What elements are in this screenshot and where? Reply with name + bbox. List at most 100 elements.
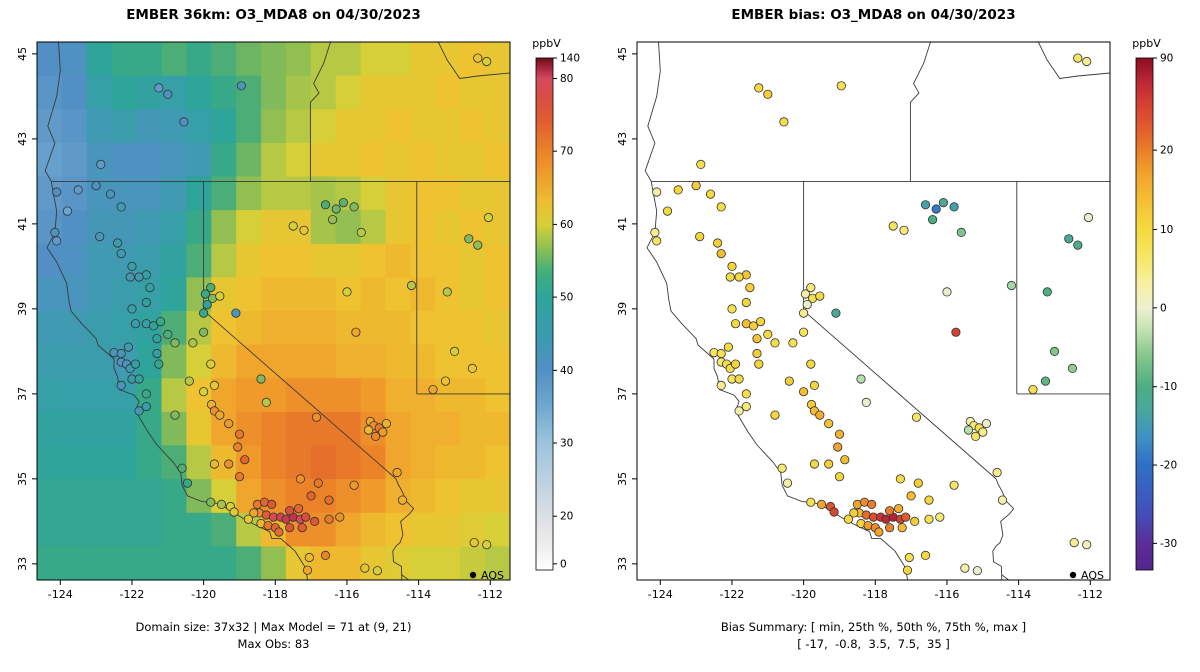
model-plot: -124 -122 -120 -118 -116 -114 -112 33 35 37 39 41 43… xyxy=(16,37,580,601)
station-point xyxy=(920,550,931,561)
station-point xyxy=(1069,537,1079,548)
x-tick-label: -124 xyxy=(48,588,73,601)
station-point xyxy=(306,491,316,501)
bias-panel: -124 -122 -120 -118 -116 -114 -112 33 35 37 39 41 43… xyxy=(600,0,1200,672)
station-point xyxy=(763,89,773,99)
colorbar-tick-label: 60 xyxy=(560,219,573,231)
colorbar-tick-label: 0 xyxy=(560,558,567,570)
plot-frame xyxy=(636,41,1111,581)
station-point xyxy=(730,359,741,369)
state-outline-id_mt xyxy=(437,42,510,79)
station-point xyxy=(770,338,780,348)
state-outline-az_mx xyxy=(1001,574,1010,580)
station-point xyxy=(824,459,834,469)
colorbar-tick-label: 90 xyxy=(1160,53,1173,65)
station-point xyxy=(763,329,773,339)
caption-domain-size: Domain size: 37x32 | Max Model = 71 at (… xyxy=(135,620,412,634)
station-point xyxy=(904,552,914,563)
x-tick-label: -124 xyxy=(648,588,673,601)
station-point xyxy=(956,227,966,237)
colorbar-tick-label: 30 xyxy=(560,438,573,450)
y-tick-label: 43 xyxy=(16,132,29,146)
station-point xyxy=(650,227,660,237)
state-outline-or_id xyxy=(909,42,931,182)
station-point xyxy=(777,463,787,473)
station-point xyxy=(360,563,370,573)
station-point xyxy=(981,418,991,429)
station-point xyxy=(779,117,789,127)
station-point xyxy=(473,240,483,250)
station-point xyxy=(152,348,162,359)
station-point xyxy=(809,459,819,469)
station-point xyxy=(428,384,438,395)
station-point xyxy=(884,506,895,516)
station-point xyxy=(313,478,323,488)
station-point xyxy=(320,550,331,561)
y-tick-label: 33 xyxy=(16,557,29,571)
station-point xyxy=(406,280,417,291)
station-point xyxy=(992,467,1002,478)
station-point xyxy=(116,202,126,212)
station-point xyxy=(949,480,959,490)
y-tick-label: 35 xyxy=(16,472,29,486)
station-point xyxy=(867,499,877,509)
station-point xyxy=(716,202,726,212)
station-point xyxy=(754,359,764,369)
station-point xyxy=(927,215,938,225)
station-point xyxy=(215,410,225,420)
caption-bias-summary: Bias Summary: [ min, 25th %, 50th %, 75t… xyxy=(720,620,1027,634)
x-tick-label: -114 xyxy=(1006,588,1031,601)
station-point xyxy=(116,348,126,359)
panel-title-model: EMBER 36km: O3_MDA8 on 04/30/2023 xyxy=(126,7,421,23)
colorbar-ticks: 140 80 70 60 50 40 30 20 0 xyxy=(553,53,580,570)
station-point xyxy=(229,507,239,517)
station-points xyxy=(650,53,1094,576)
station-point xyxy=(800,289,810,299)
station-point xyxy=(243,514,253,524)
station-point xyxy=(910,516,920,527)
station-point xyxy=(716,348,726,359)
station-point xyxy=(942,287,952,297)
station-point xyxy=(748,321,759,331)
station-point xyxy=(893,503,904,514)
station-point xyxy=(799,327,809,337)
station-point xyxy=(1049,346,1060,356)
station-point xyxy=(311,412,322,422)
caption-max-obs: Max Obs: 83 xyxy=(237,637,310,651)
station-point xyxy=(815,410,825,420)
station-point xyxy=(970,431,981,441)
colorbar-tick-label: 140 xyxy=(560,53,580,65)
station-point xyxy=(741,297,751,308)
station-point xyxy=(754,83,764,93)
colorbar-tick-label: 50 xyxy=(560,292,573,304)
station-point xyxy=(782,478,793,488)
station-point xyxy=(1082,56,1092,67)
station-point xyxy=(705,189,716,199)
station-point xyxy=(752,348,762,359)
raster-layer xyxy=(37,42,510,580)
y-tick-label: 43 xyxy=(616,132,629,146)
station-point xyxy=(723,342,733,352)
station-point xyxy=(141,297,151,308)
station-point xyxy=(799,308,809,318)
station-point xyxy=(320,200,331,210)
station-point xyxy=(206,497,216,507)
station-point xyxy=(249,508,259,518)
x-tick-label: -120 xyxy=(191,588,216,601)
station-point xyxy=(256,374,266,384)
station-point xyxy=(924,495,934,505)
station-point xyxy=(1006,280,1017,291)
station-point xyxy=(324,514,334,524)
station-point xyxy=(997,495,1008,505)
x-tick-label: -122 xyxy=(119,588,144,601)
station-point xyxy=(224,418,234,429)
station-point xyxy=(370,431,381,441)
station-point xyxy=(756,316,766,327)
station-point xyxy=(911,412,922,422)
station-point xyxy=(134,374,144,384)
y-tick-label: 35 xyxy=(616,472,629,486)
station-point xyxy=(673,185,683,195)
x-tick-label: -118 xyxy=(863,588,888,601)
colorbar-tick-label: 20 xyxy=(560,511,573,523)
station-point xyxy=(105,189,116,199)
